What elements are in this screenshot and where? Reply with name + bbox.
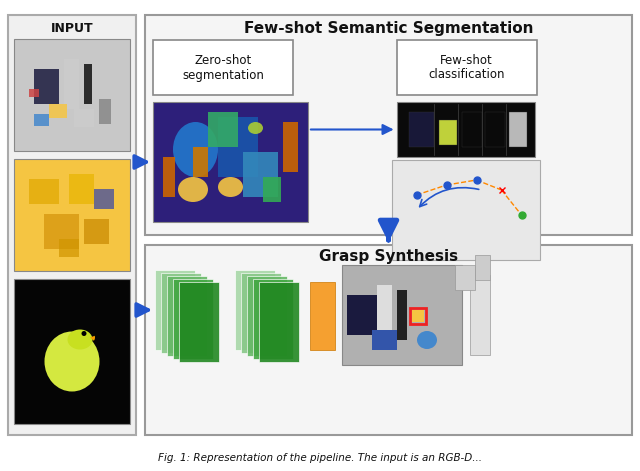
Bar <box>253 279 293 359</box>
Bar <box>34 114 49 126</box>
Ellipse shape <box>417 331 437 349</box>
Bar <box>167 276 207 356</box>
Ellipse shape <box>67 330 93 349</box>
Bar <box>470 275 490 355</box>
Bar <box>438 120 456 145</box>
FancyBboxPatch shape <box>342 265 462 365</box>
Text: Few-shot Semantic Segmentation: Few-shot Semantic Segmentation <box>244 22 533 36</box>
FancyBboxPatch shape <box>153 40 293 95</box>
FancyBboxPatch shape <box>145 15 632 235</box>
Bar <box>243 152 278 197</box>
Bar <box>84 219 109 244</box>
Bar <box>235 270 275 350</box>
Bar <box>408 112 433 147</box>
Bar <box>84 64 92 104</box>
FancyBboxPatch shape <box>145 245 632 435</box>
Bar <box>377 285 392 330</box>
Text: Grasp Synthesis: Grasp Synthesis <box>319 250 458 265</box>
FancyBboxPatch shape <box>14 159 130 271</box>
Bar <box>173 279 213 359</box>
Bar <box>163 157 175 197</box>
FancyBboxPatch shape <box>397 40 536 95</box>
Bar <box>412 310 424 322</box>
FancyBboxPatch shape <box>397 102 534 157</box>
Text: Fig. 1: Representation of the pipeline. The input is an RGB-D...: Fig. 1: Representation of the pipeline. … <box>158 453 482 463</box>
Text: Few-shot
classification: Few-shot classification <box>428 54 505 81</box>
Bar <box>509 112 527 147</box>
Bar <box>74 109 94 127</box>
Ellipse shape <box>248 122 263 134</box>
Bar <box>49 104 67 118</box>
Bar <box>155 270 195 350</box>
Bar <box>247 276 287 356</box>
Circle shape <box>81 331 86 336</box>
Ellipse shape <box>173 122 218 177</box>
Bar <box>208 112 238 147</box>
Bar <box>29 179 59 204</box>
FancyBboxPatch shape <box>14 279 130 424</box>
Ellipse shape <box>178 177 208 202</box>
Bar <box>372 330 397 350</box>
Bar <box>475 255 490 280</box>
Ellipse shape <box>218 177 243 197</box>
Bar <box>283 122 298 172</box>
Bar <box>263 177 281 202</box>
FancyBboxPatch shape <box>310 282 335 350</box>
Bar <box>347 295 377 335</box>
Bar <box>410 308 426 324</box>
FancyBboxPatch shape <box>392 160 540 260</box>
Bar <box>193 147 208 177</box>
Bar <box>455 265 475 290</box>
FancyBboxPatch shape <box>14 39 130 151</box>
Bar <box>34 69 59 104</box>
Bar <box>94 189 114 209</box>
Bar <box>64 59 79 109</box>
Bar <box>44 214 79 249</box>
Bar <box>397 290 407 340</box>
FancyBboxPatch shape <box>153 102 308 222</box>
Text: INPUT: INPUT <box>51 23 93 35</box>
Wedge shape <box>90 336 95 341</box>
Bar <box>241 273 281 353</box>
Bar <box>484 112 504 147</box>
Ellipse shape <box>45 332 99 391</box>
Bar <box>69 174 94 204</box>
Text: Zero-shot
segmentation: Zero-shot segmentation <box>182 54 264 81</box>
Bar <box>259 282 299 362</box>
Bar <box>461 112 481 147</box>
Bar <box>59 239 79 257</box>
Bar <box>99 99 111 124</box>
Bar <box>218 117 258 177</box>
Bar <box>161 273 201 353</box>
FancyBboxPatch shape <box>8 15 136 435</box>
Bar <box>179 282 219 362</box>
Bar <box>29 89 39 97</box>
